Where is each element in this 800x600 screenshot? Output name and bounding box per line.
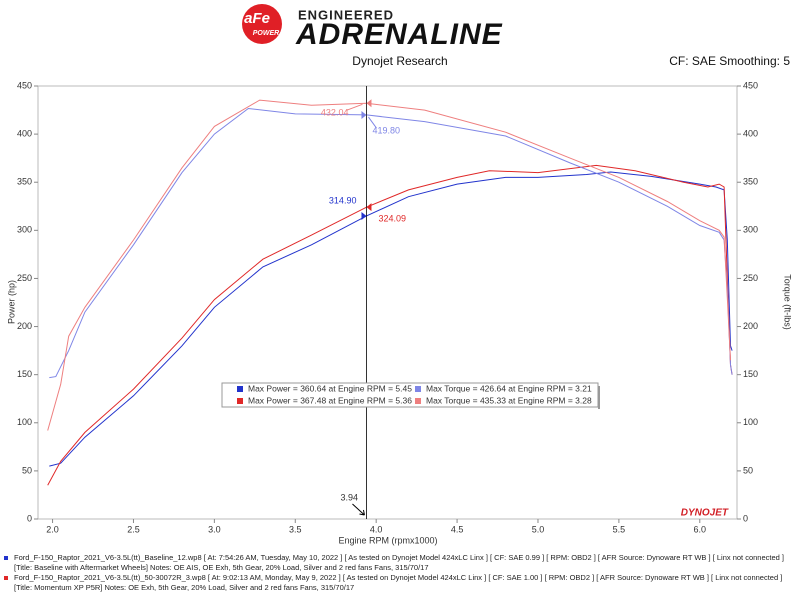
y-tick-label: 0 xyxy=(27,513,32,523)
chart: aFe POWER ENGINEERED ADRENALINE Dynojet … xyxy=(6,4,793,545)
y2-tick-label: 200 xyxy=(743,321,758,331)
y2-axis-title: Torque (ft-lbs) xyxy=(783,274,793,330)
legend-box xyxy=(221,382,599,408)
readout-label: 324.09 xyxy=(378,214,406,224)
x-tick-label: 5.0 xyxy=(532,524,545,534)
x-tick-label: 3.5 xyxy=(289,524,302,534)
series-line xyxy=(47,164,733,486)
readout-label: 314.90 xyxy=(329,195,357,205)
footer-marker xyxy=(4,556,8,560)
series-line xyxy=(49,171,733,467)
logo-badge xyxy=(242,4,282,44)
readout-label: 419.80 xyxy=(372,125,400,135)
footer-row: Ford_F-150_Raptor_2021_V6-3.5L(tt)_Basel… xyxy=(4,553,794,573)
x-tick-label: 3.0 xyxy=(208,524,221,534)
y-tick-label: 300 xyxy=(17,225,32,235)
source: Dynojet Research xyxy=(352,54,447,68)
y-tick-label: 450 xyxy=(17,80,32,90)
y-tick-label: 150 xyxy=(17,369,32,379)
brand-main: ADRENALINE xyxy=(295,18,503,51)
legend-label: Max Power = 360.64 at Engine RPM = 5.45 xyxy=(248,383,412,393)
y-tick-label: 400 xyxy=(17,128,32,138)
cursor-label: 3.94 xyxy=(340,492,358,502)
cursor-arrow xyxy=(352,503,365,516)
y2-tick-label: 0 xyxy=(743,513,748,523)
x-tick-label: 2.0 xyxy=(46,524,59,534)
y2-tick-label: 150 xyxy=(743,369,758,379)
y2-tick-label: 50 xyxy=(743,465,753,475)
x-tick-label: 5.5 xyxy=(613,524,626,534)
legend-label: Max Torque = 426.64 at Engine RPM = 3.21 xyxy=(426,383,592,393)
y-tick-label: 100 xyxy=(17,417,32,427)
legend-label: Max Torque = 435.33 at Engine RPM = 3.28 xyxy=(426,395,592,405)
readout-marker xyxy=(366,203,372,212)
x-tick-label: 2.5 xyxy=(127,524,140,534)
y-tick-label: 250 xyxy=(17,273,32,283)
readout-arrow xyxy=(346,103,363,111)
readout-label: 432.04 xyxy=(321,108,349,118)
footer: Ford_F-150_Raptor_2021_V6-3.5L(tt)_Basel… xyxy=(4,553,794,593)
readout-marker xyxy=(361,211,367,220)
legend-label: Max Power = 367.48 at Engine RPM = 5.36 xyxy=(248,395,412,405)
x-axis-title: Engine RPM (rpmx1000) xyxy=(338,535,437,545)
footer-row: Ford_F-150_Raptor_2021_V6-3.5L(tt)_50-30… xyxy=(4,573,794,593)
x-tick-label: 4.0 xyxy=(370,524,383,534)
y-tick-label: 50 xyxy=(22,465,32,475)
legend-swatch xyxy=(237,386,243,392)
plot-frame xyxy=(37,85,738,520)
y2-tick-label: 100 xyxy=(743,417,758,427)
legend-swatch xyxy=(415,398,421,404)
x-tick-label: 4.5 xyxy=(451,524,464,534)
y2-tick-label: 250 xyxy=(743,273,758,283)
y2-tick-label: 400 xyxy=(743,128,758,138)
y-tick-label: 350 xyxy=(17,177,32,187)
readout-marker xyxy=(366,99,372,108)
y2-tick-label: 450 xyxy=(743,80,758,90)
y2-tick-label: 350 xyxy=(743,177,758,187)
legend-swatch xyxy=(415,386,421,392)
legend-shadow xyxy=(598,386,600,409)
series-line xyxy=(47,99,731,431)
legend-swatch xyxy=(237,398,243,404)
y-axis-title: Power (hp) xyxy=(6,280,16,324)
legend: Max Power = 360.64 at Engine RPM = 5.45 M… xyxy=(221,382,600,409)
logo-text: aFe xyxy=(244,10,270,27)
footer-text: Ford_F-150_Raptor_2021_V6-3.5L(tt)_50-30… xyxy=(14,573,783,592)
footer-text: Ford_F-150_Raptor_2021_V6-3.5L(tt)_Basel… xyxy=(14,553,784,572)
footer-marker xyxy=(4,576,8,580)
y2-tick-label: 300 xyxy=(743,225,758,235)
readout-marker xyxy=(361,111,367,120)
watermark: DYNOJET xyxy=(681,508,729,519)
logo-sub: POWER xyxy=(253,30,279,37)
brand-top: ENGINEERED xyxy=(298,7,394,22)
settings: CF: SAE Smoothing: 5 xyxy=(669,54,790,68)
readout-arrow xyxy=(368,116,377,129)
y-tick-label: 200 xyxy=(17,321,32,331)
x-tick-label: 6.0 xyxy=(694,524,707,534)
series-line xyxy=(49,107,733,379)
